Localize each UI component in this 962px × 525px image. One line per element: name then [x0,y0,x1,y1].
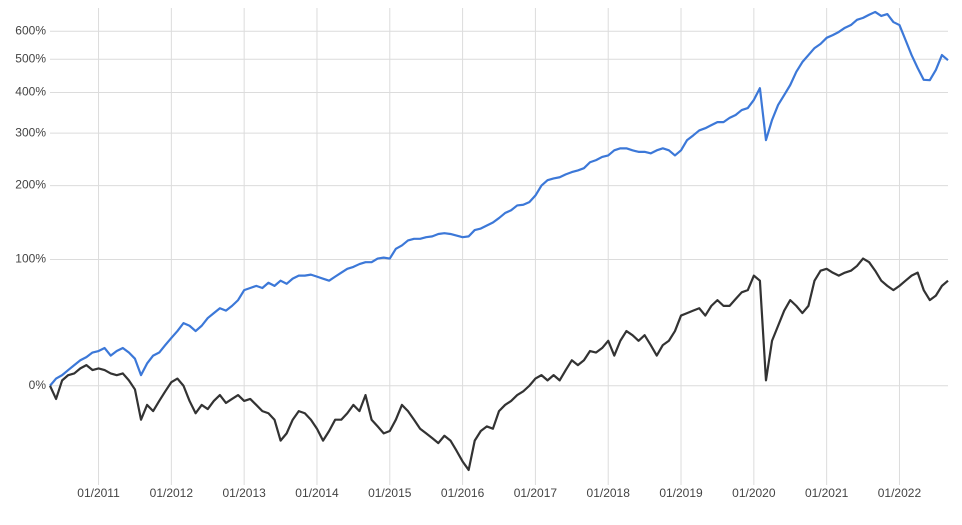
x-tick-label: 01/2014 [295,486,339,500]
x-tick-label: 01/2018 [587,486,631,500]
x-tick-label: 01/2020 [732,486,776,500]
y-tick-label: 300% [15,125,46,139]
y-tick-label: 200% [15,178,46,192]
series-line [49,10,949,387]
y-tick-label: 0% [29,378,47,392]
x-tick-label: 01/2017 [514,486,558,500]
x-tick-label: 01/2011 [77,486,120,500]
y-tick-label: 400% [15,85,46,99]
y-tick-label: 100% [15,252,46,266]
x-tick-label: 01/2022 [878,486,922,500]
x-tick-label: 01/2019 [659,486,703,500]
x-tick-label: 01/2013 [222,486,266,500]
y-tick-label: 600% [15,23,46,37]
x-tick-label: 01/2012 [150,486,194,500]
y-tick-label: 500% [15,51,46,65]
x-tick-label: 01/2015 [368,486,412,500]
series-line [49,257,949,472]
x-tick-label: 01/2016 [441,486,485,500]
x-tick-label: 01/2021 [805,486,849,500]
